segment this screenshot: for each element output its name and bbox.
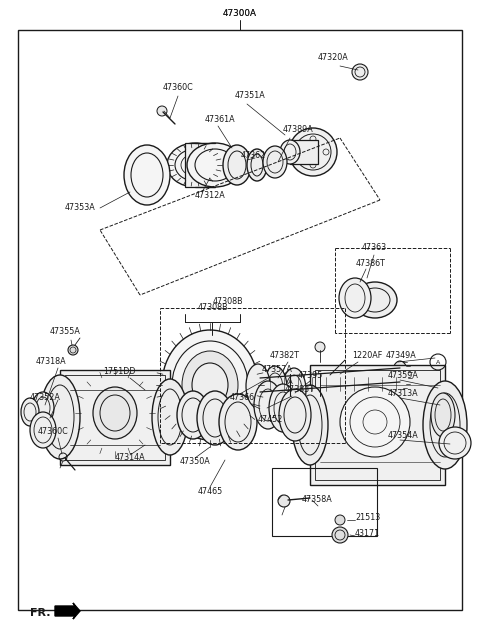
- Text: 47360C: 47360C: [38, 427, 69, 436]
- Ellipse shape: [223, 145, 251, 185]
- Circle shape: [335, 515, 345, 525]
- Bar: [290, 140, 318, 164]
- Ellipse shape: [254, 381, 282, 429]
- Bar: [60, 370, 170, 465]
- Ellipse shape: [182, 351, 238, 419]
- Text: 47355A: 47355A: [50, 328, 81, 337]
- Ellipse shape: [192, 363, 228, 407]
- Ellipse shape: [423, 381, 467, 469]
- Text: 47359A: 47359A: [388, 371, 419, 380]
- Text: 43171: 43171: [355, 530, 380, 539]
- Text: 47363: 47363: [362, 243, 387, 252]
- Ellipse shape: [339, 278, 371, 318]
- Text: 47354A: 47354A: [388, 431, 419, 440]
- Text: 47308B: 47308B: [213, 298, 243, 307]
- Text: FR.: FR.: [30, 608, 50, 618]
- Circle shape: [278, 495, 290, 507]
- Ellipse shape: [269, 384, 297, 432]
- Ellipse shape: [167, 143, 223, 187]
- Bar: [65, 375, 165, 460]
- Text: 47350A: 47350A: [180, 458, 211, 466]
- Text: 47360C: 47360C: [163, 84, 194, 93]
- Text: 21513: 21513: [355, 514, 380, 523]
- Ellipse shape: [177, 391, 209, 439]
- Circle shape: [332, 527, 348, 543]
- Text: 47361A: 47361A: [205, 116, 236, 125]
- Text: 47382T: 47382T: [270, 351, 300, 360]
- Text: 47358A: 47358A: [302, 495, 333, 505]
- Ellipse shape: [280, 140, 300, 164]
- Text: 47312A: 47312A: [195, 190, 226, 199]
- Text: 47452: 47452: [258, 415, 283, 424]
- Bar: [315, 370, 440, 480]
- Text: 47353A: 47353A: [65, 203, 96, 213]
- Ellipse shape: [263, 366, 287, 410]
- Ellipse shape: [162, 330, 258, 440]
- Ellipse shape: [246, 364, 270, 408]
- Ellipse shape: [353, 282, 397, 318]
- Ellipse shape: [282, 368, 306, 412]
- Text: 47320A: 47320A: [318, 54, 349, 63]
- Text: 47318A: 47318A: [36, 357, 67, 367]
- Text: 47362: 47362: [241, 151, 266, 160]
- Circle shape: [315, 342, 325, 352]
- Text: 47383T: 47383T: [285, 385, 315, 394]
- Text: 47357A: 47357A: [262, 366, 293, 374]
- Circle shape: [352, 64, 368, 80]
- Bar: [310, 365, 445, 485]
- Circle shape: [157, 106, 167, 116]
- Ellipse shape: [93, 387, 137, 439]
- Text: 47300A: 47300A: [223, 10, 257, 19]
- Text: 1751DD: 1751DD: [103, 367, 135, 376]
- Ellipse shape: [40, 375, 80, 459]
- Bar: [185, 143, 215, 187]
- Ellipse shape: [21, 398, 39, 426]
- Text: 47465: 47465: [197, 488, 223, 497]
- Ellipse shape: [431, 393, 455, 437]
- Ellipse shape: [187, 143, 243, 187]
- Text: 47300A: 47300A: [223, 10, 257, 19]
- Text: 47313A: 47313A: [388, 390, 419, 399]
- Text: 47352A: 47352A: [30, 394, 61, 403]
- Text: 47389A: 47389A: [283, 125, 314, 134]
- Text: 47366: 47366: [230, 394, 255, 403]
- Text: A: A: [436, 360, 440, 364]
- Text: 47351A: 47351A: [235, 91, 266, 100]
- Circle shape: [68, 345, 78, 355]
- Ellipse shape: [247, 149, 267, 181]
- Ellipse shape: [30, 412, 56, 448]
- Ellipse shape: [292, 385, 328, 465]
- Ellipse shape: [219, 394, 257, 450]
- Ellipse shape: [32, 392, 54, 424]
- Text: 47349A: 47349A: [386, 351, 417, 360]
- Text: 1220AF: 1220AF: [352, 351, 382, 360]
- Ellipse shape: [124, 145, 170, 205]
- Ellipse shape: [392, 361, 408, 389]
- Ellipse shape: [439, 427, 471, 459]
- Ellipse shape: [152, 379, 188, 455]
- Text: 47386T: 47386T: [356, 259, 386, 268]
- Polygon shape: [55, 603, 80, 619]
- Bar: [272, 468, 377, 536]
- Circle shape: [340, 387, 410, 457]
- Text: A: A: [288, 379, 292, 385]
- Text: 47395: 47395: [298, 371, 324, 380]
- Ellipse shape: [263, 146, 287, 178]
- Text: 47314A: 47314A: [115, 454, 145, 463]
- Ellipse shape: [279, 389, 311, 441]
- Text: 47308B: 47308B: [198, 302, 228, 311]
- Ellipse shape: [289, 128, 337, 176]
- Ellipse shape: [197, 391, 233, 445]
